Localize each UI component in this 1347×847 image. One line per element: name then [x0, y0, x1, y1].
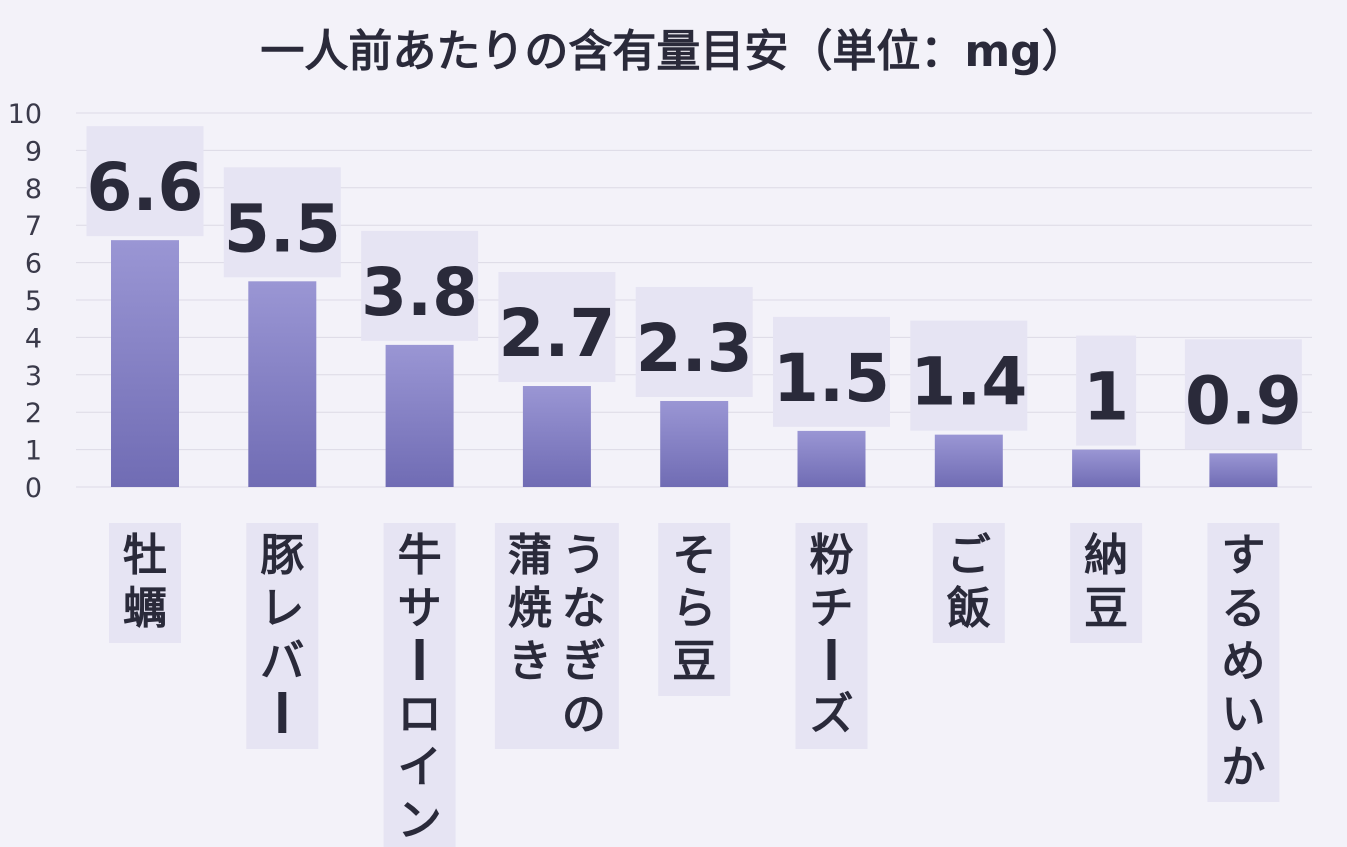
value-label: 3.8 — [361, 254, 478, 331]
bar — [522, 386, 591, 487]
category-char: レ — [260, 583, 304, 634]
category-char: 蠣 — [123, 583, 167, 634]
y-tick-label: 4 — [25, 323, 42, 354]
category-label: 納豆 — [1070, 523, 1143, 643]
category-label-bg — [932, 523, 1005, 643]
y-tick-label: 7 — [25, 211, 42, 242]
value-label-bg — [498, 272, 616, 383]
y-tick-label: 2 — [25, 398, 42, 429]
category-char: 蒲 — [508, 530, 552, 581]
category-char: 牡 — [123, 530, 167, 581]
category-char: 豆 — [672, 636, 716, 687]
value-label-bg — [1184, 339, 1302, 450]
value-label: 5.5 — [224, 190, 341, 267]
category-char: め — [1221, 636, 1265, 687]
category-label-bg — [795, 523, 868, 749]
category-char: ン — [398, 795, 442, 846]
category-char: き — [508, 636, 552, 687]
category-label-bg — [658, 523, 731, 696]
category-char-mark — [278, 692, 287, 733]
category-char: バ — [260, 636, 304, 687]
category-char: ー — [260, 689, 304, 740]
value-label: 1.4 — [910, 344, 1027, 421]
y-tick-label: 8 — [25, 174, 42, 205]
category-char: ぎ — [562, 636, 606, 687]
value-label-bg — [1076, 335, 1137, 446]
bar — [1072, 449, 1141, 487]
category-char: 豚 — [260, 530, 304, 581]
category-char: 焼 — [508, 583, 552, 634]
y-tick-label: 9 — [25, 136, 42, 167]
category-char: サ — [398, 583, 442, 634]
y-tick-label: 6 — [25, 249, 42, 280]
category-char: 納 — [1084, 530, 1128, 581]
category-char-mark — [415, 639, 424, 680]
category-label-bg — [494, 523, 619, 749]
category-char: ズ — [810, 689, 854, 740]
category-char: の — [562, 689, 606, 740]
bar — [934, 434, 1003, 487]
bar — [385, 344, 454, 487]
y-axis-ticks: 0 1 2 3 4 5 6 7 8 9 10 — [8, 99, 42, 504]
category-char: 粉 — [810, 530, 854, 581]
category-char: イ — [398, 742, 442, 793]
value-labels: 6.6 5.5 3.8 2.7 2.3 1.5 1.4 1 0.9 — [86, 126, 1302, 450]
category-char: ご — [947, 530, 991, 581]
category-char: す — [1221, 530, 1265, 581]
category-label-bg — [109, 523, 181, 643]
y-tick-label: 1 — [25, 436, 42, 467]
category-char: チ — [810, 583, 854, 634]
category-char: か — [1221, 742, 1265, 793]
category-char: 豆 — [1084, 583, 1128, 634]
category-char: 飯 — [947, 583, 991, 634]
category-label-bg — [383, 523, 456, 847]
value-label: 2.3 — [636, 310, 753, 387]
bar — [1209, 453, 1278, 487]
bar — [660, 400, 729, 487]
value-label-bg — [223, 167, 341, 278]
category-char: う — [562, 530, 606, 581]
category-label: 牡蠣 — [109, 523, 181, 643]
y-tick-label: 5 — [25, 286, 42, 317]
bar — [111, 240, 179, 487]
category-char: る — [1221, 583, 1265, 634]
category-char-mark — [827, 639, 836, 680]
chart-title: 一人前あたりの含有量目安（単位：mg） — [260, 26, 1085, 77]
value-label-bg — [635, 286, 753, 397]
category-label: そら豆 — [658, 523, 731, 696]
value-label: 0.9 — [1185, 362, 1302, 439]
value-label: 6.6 — [87, 149, 204, 226]
value-label-bg — [910, 320, 1028, 431]
y-tick-label: 10 — [8, 99, 42, 130]
category-char: ー — [810, 636, 854, 687]
value-label: 1 — [1083, 359, 1129, 436]
category-char: な — [562, 583, 606, 634]
value-label-bg — [361, 230, 479, 341]
value-label-bg — [86, 126, 204, 237]
category-char: ら — [672, 583, 716, 634]
bars — [111, 240, 1278, 487]
category-label-bg — [1207, 523, 1280, 802]
value-label: 2.7 — [498, 295, 615, 372]
category-label-bg — [1070, 523, 1143, 643]
y-tick-label: 0 — [25, 473, 42, 504]
bar — [797, 430, 866, 487]
value-label-bg — [773, 316, 890, 427]
category-char: ー — [398, 636, 442, 687]
category-char: そ — [672, 530, 716, 581]
category-char: 牛 — [398, 530, 442, 581]
bar — [248, 281, 317, 487]
value-label: 1.5 — [773, 340, 890, 417]
category-char: い — [1221, 689, 1265, 740]
category-label: ご飯 — [932, 523, 1005, 643]
y-tick-label: 3 — [25, 361, 42, 392]
category-char: ロ — [398, 689, 442, 740]
